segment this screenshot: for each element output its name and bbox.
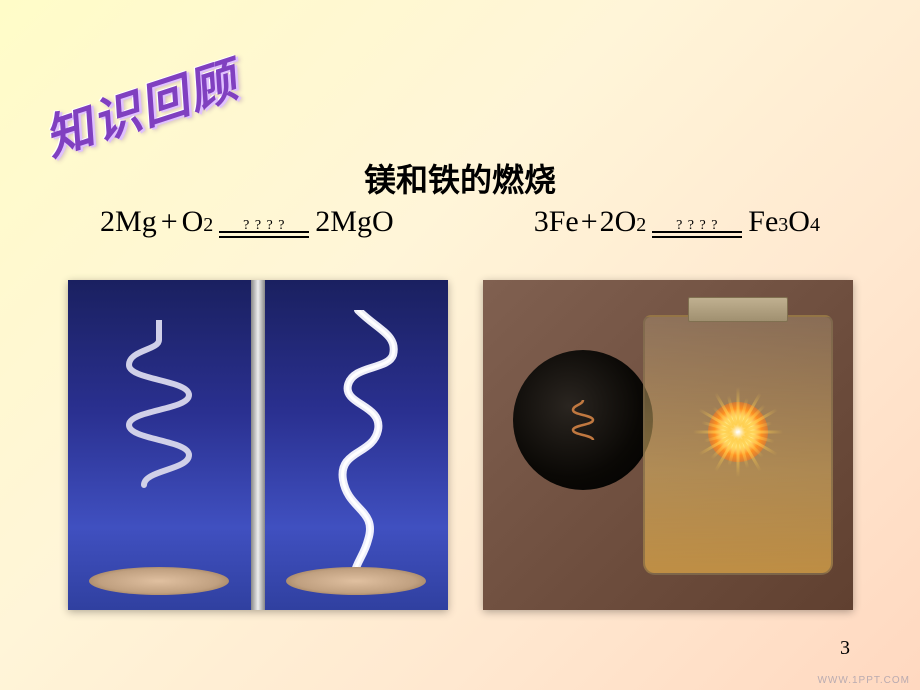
mg-spiral-icon: [109, 320, 209, 500]
fe-sp2: O: [615, 205, 637, 239]
fe-arrow: ? ? ? ?: [652, 219, 742, 238]
fe-coef2: 2: [600, 205, 615, 239]
equation-fe: 3Fe + 2O2 ? ? ? ? Fe3O4: [534, 205, 820, 240]
fe-spark: [663, 357, 813, 507]
watermark: WWW.1PPT.COM: [817, 675, 910, 686]
mg-plus: +: [161, 205, 178, 239]
fe-coil-icon: [568, 400, 598, 440]
images-row: [0, 280, 920, 610]
mg-arrow: ? ? ? ?: [219, 219, 309, 238]
fe-sub2: 2: [636, 214, 646, 237]
fe-rhs-sub1: 3: [778, 214, 788, 237]
mg-rhs-sp: MgO: [330, 205, 393, 239]
corner-title: 知识回顾: [34, 41, 246, 169]
fe-coef1: 3: [534, 205, 549, 239]
mg-arrow-line: [219, 231, 309, 238]
page-number: 3: [840, 637, 850, 660]
mg-sp1: Mg: [115, 205, 157, 239]
fe-rhs-sp2: O: [788, 205, 810, 239]
mg-coef1: 2: [100, 205, 115, 239]
mg-disc-right: [286, 567, 426, 595]
image-iron: [483, 280, 853, 610]
mg-divider: [251, 280, 265, 610]
fe-jar: [643, 315, 833, 575]
image-magnesium: [68, 280, 448, 610]
equations-row: 2Mg + O2 ? ? ? ? 2MgO 3Fe + 2O2 ? ? ? ? …: [0, 205, 920, 240]
mg-panel-left: [68, 280, 251, 610]
fe-jar-neck: [688, 297, 788, 322]
mg-sp2: O: [182, 205, 204, 239]
equation-mg: 2Mg + O2 ? ? ? ? 2MgO: [100, 205, 394, 240]
fe-inset-circle: [513, 350, 653, 490]
fe-arrow-line: [652, 231, 742, 238]
fe-rhs-sp: Fe: [748, 205, 778, 239]
subtitle: 镁和铁的燃烧: [0, 155, 920, 201]
mg-sub2: 2: [203, 214, 213, 237]
mg-rhs-coef: 2: [315, 205, 330, 239]
mg-ribbon-icon: [308, 310, 428, 590]
mg-panel-right: [265, 280, 448, 610]
fe-rhs-sub2: 4: [810, 214, 820, 237]
fe-plus: +: [581, 205, 598, 239]
mg-disc-left: [89, 567, 229, 595]
fe-sp1: Fe: [549, 205, 579, 239]
